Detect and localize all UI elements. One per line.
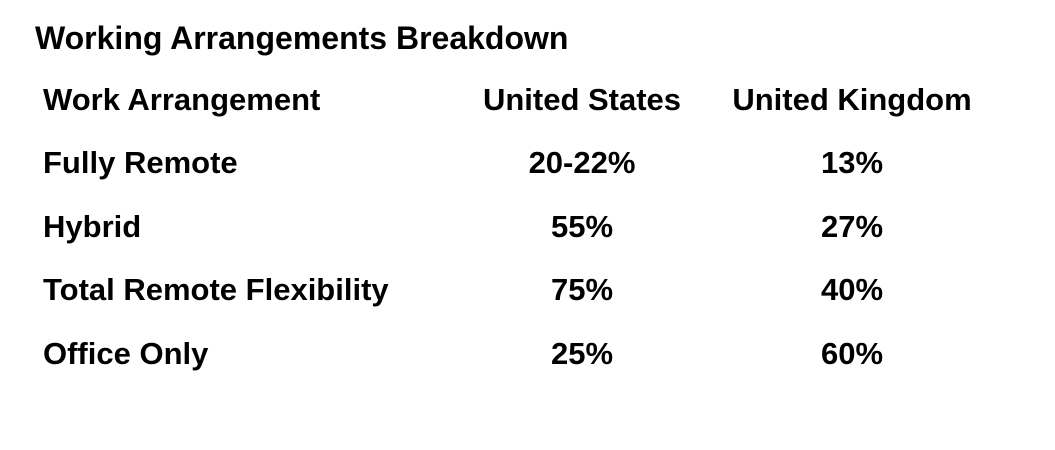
table-title: Working Arrangements Breakdown <box>35 20 569 56</box>
row-label: Hybrid <box>43 208 142 244</box>
row-label: Office Only <box>43 335 209 371</box>
table-cell: 40% <box>820 272 884 307</box>
column-header: United Kingdom <box>732 82 972 117</box>
table-cell: 20-22% <box>528 145 636 180</box>
column-header: United States <box>482 82 682 117</box>
table-cell: 13% <box>820 145 884 180</box>
table-cell: 75% <box>550 272 614 307</box>
row-label: Fully Remote <box>43 145 238 180</box>
table-cell: 27% <box>820 208 884 244</box>
row-label: Total Remote Flexibility <box>43 272 389 307</box>
table-cell: 60% <box>820 335 884 371</box>
table-cell: 55% <box>550 208 614 244</box>
table-cell: 25% <box>550 335 614 371</box>
column-header: Work Arrangement <box>43 82 321 117</box>
